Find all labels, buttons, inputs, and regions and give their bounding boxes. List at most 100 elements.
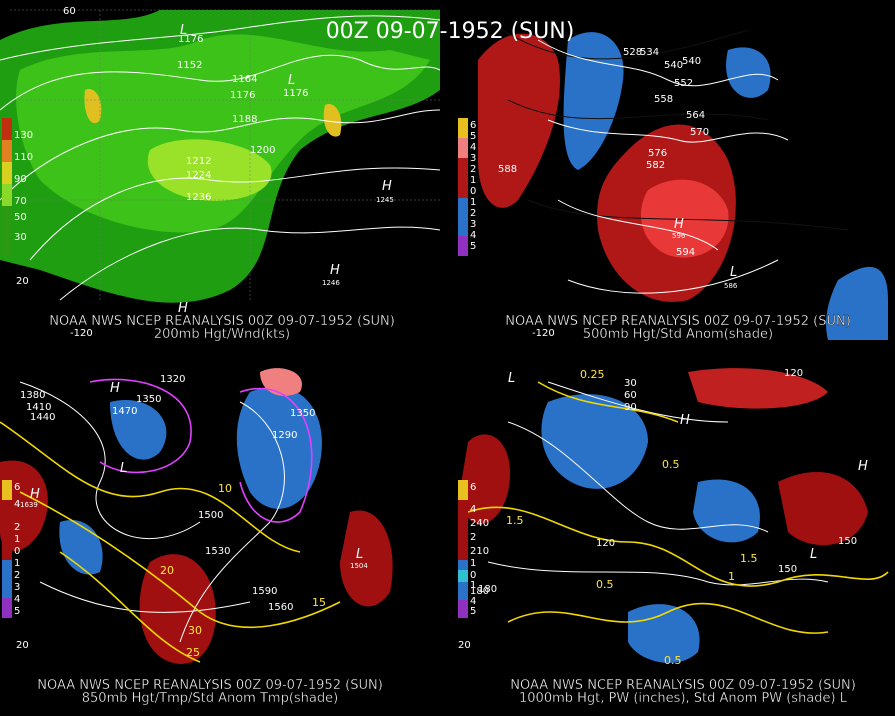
contour-label: 1320 bbox=[160, 374, 185, 385]
contour-label: 1200 bbox=[250, 145, 275, 156]
panel-200mb: 130 110 90 70 50 30 1152 1164 1176 1188 … bbox=[0, 6, 441, 342]
colorbar bbox=[2, 184, 12, 206]
contour bbox=[89, 378, 313, 523]
contour-label: 1350 bbox=[290, 408, 315, 419]
contour-label: 552 bbox=[674, 78, 693, 89]
colorbar-label: 180 bbox=[470, 586, 489, 597]
contour-label: 1530 bbox=[205, 546, 230, 557]
colorbar-label: 4 bbox=[470, 596, 476, 607]
colorbar-label: 240 bbox=[470, 518, 489, 529]
colorbar-label: 70 bbox=[14, 196, 27, 207]
contour-label: 540 bbox=[664, 60, 683, 71]
colorbar-label: 0 bbox=[470, 570, 476, 581]
colorbar bbox=[458, 236, 468, 256]
contour-label: 1560 bbox=[268, 602, 293, 613]
anomaly-shade bbox=[726, 47, 771, 98]
contour-label: 1380 bbox=[20, 390, 45, 401]
grid-label: 20 bbox=[16, 640, 29, 651]
contour-label: 150 bbox=[778, 564, 797, 575]
colorbar-label: 1 bbox=[470, 197, 476, 208]
contour-label: 1350 bbox=[136, 394, 161, 405]
grid-line bbox=[487, 19, 849, 231]
contour bbox=[0, 15, 441, 61]
anomaly-shade bbox=[110, 400, 167, 460]
colorbar-label: 2 bbox=[14, 570, 20, 581]
panel-500mb: 6 5 4 3 2 1 0 1 2 3 4 5 528 534 540 552 … bbox=[458, 19, 888, 342]
center-value: 1504 bbox=[350, 562, 368, 570]
contour bbox=[0, 421, 341, 663]
contour-label: 1290 bbox=[272, 430, 297, 441]
colorbar bbox=[458, 570, 468, 582]
low-center: L bbox=[508, 371, 515, 386]
contour-label: 90 bbox=[624, 402, 637, 413]
contour-label: 0.5 bbox=[662, 458, 680, 471]
colorbar-label: 6 bbox=[470, 482, 476, 493]
contour-label: 1176 bbox=[283, 88, 308, 99]
colorbar-label: 0 bbox=[470, 186, 476, 197]
panel-1000mb: 6 4 240 2 210 1 0 1 180 4 5 30 60 90 120… bbox=[458, 368, 889, 706]
anomaly-shade bbox=[340, 510, 393, 607]
contour-label: 594 bbox=[676, 247, 695, 258]
colorbar bbox=[2, 162, 12, 184]
center-value: 1245 bbox=[376, 196, 394, 204]
colorbar-label: 3 bbox=[470, 219, 476, 230]
anomaly-shade bbox=[826, 266, 888, 340]
colorbar-label: 5 bbox=[470, 606, 476, 617]
contour-label: 534 bbox=[640, 47, 659, 58]
wind-shade bbox=[147, 139, 272, 201]
contour-label: 25 bbox=[186, 646, 200, 659]
contour-label: 0.5 bbox=[596, 578, 614, 591]
contour-label: 0.25 bbox=[580, 368, 605, 381]
center-value: 596 bbox=[672, 232, 686, 240]
contour-label: 1470 bbox=[112, 406, 137, 417]
grid-label: 60 bbox=[63, 6, 76, 17]
colorbar bbox=[2, 480, 12, 500]
colorbar bbox=[458, 198, 468, 256]
colorbar bbox=[458, 480, 468, 500]
contour bbox=[467, 381, 889, 634]
grid-label: -120 bbox=[532, 328, 555, 339]
panel-caption: NOAA NWS NCEP REANALYSIS 00Z 09-07-1952 … bbox=[510, 678, 856, 693]
colorbar bbox=[458, 118, 468, 256]
anomaly-shade bbox=[541, 394, 648, 489]
colorbar-label: 5 bbox=[470, 131, 476, 142]
colorbar-label: 130 bbox=[14, 130, 33, 141]
colorbar-label: 3 bbox=[470, 153, 476, 164]
panel-caption: 200mb Hgt/Wnd(kts) bbox=[154, 327, 290, 342]
low-center: L bbox=[120, 461, 127, 476]
colorbar bbox=[2, 598, 12, 618]
high-center: H bbox=[680, 413, 690, 428]
contour bbox=[19, 381, 285, 643]
panel-caption: 500mb Hgt/Std Anom(shade) bbox=[583, 327, 773, 342]
contour-label: 1500 bbox=[198, 510, 223, 521]
contour-label: 15 bbox=[312, 596, 326, 609]
high-center: H bbox=[674, 217, 684, 232]
colorbar-label: 2 bbox=[14, 522, 20, 533]
colorbar bbox=[2, 140, 12, 162]
contour-label: 1590 bbox=[252, 586, 277, 597]
colorbar bbox=[2, 118, 12, 140]
contour-label: 180 bbox=[478, 584, 497, 595]
colorbar-label: 90 bbox=[14, 174, 27, 185]
contour-label: 0.5 bbox=[664, 654, 682, 667]
anomaly-shade bbox=[688, 368, 828, 409]
contour-label: 528 bbox=[623, 47, 642, 58]
contour-label: 1440 bbox=[30, 412, 55, 423]
colorbar-label: 1 bbox=[14, 558, 20, 569]
contour-label: 1224 bbox=[186, 170, 211, 181]
contour-label: 540 bbox=[682, 56, 701, 67]
colorbar-label: 4 bbox=[14, 499, 20, 510]
low-center: L bbox=[180, 23, 187, 38]
wind-shade bbox=[84, 89, 102, 124]
colorbar-label: 6 bbox=[470, 120, 476, 131]
contour-label: 1410 bbox=[26, 402, 51, 413]
anomaly-shade bbox=[563, 32, 624, 171]
high-center: H bbox=[858, 459, 868, 474]
panel-caption: NOAA NWS NCEP REANALYSIS 00Z 09-07-1952 … bbox=[49, 314, 395, 329]
colorbar-label: 2 bbox=[470, 208, 476, 219]
colorbar bbox=[2, 480, 12, 618]
contour-label: 1152 bbox=[177, 60, 202, 71]
colorbar bbox=[2, 560, 12, 618]
anomaly-shade bbox=[458, 434, 510, 524]
colorbar-label: 210 bbox=[470, 546, 489, 557]
